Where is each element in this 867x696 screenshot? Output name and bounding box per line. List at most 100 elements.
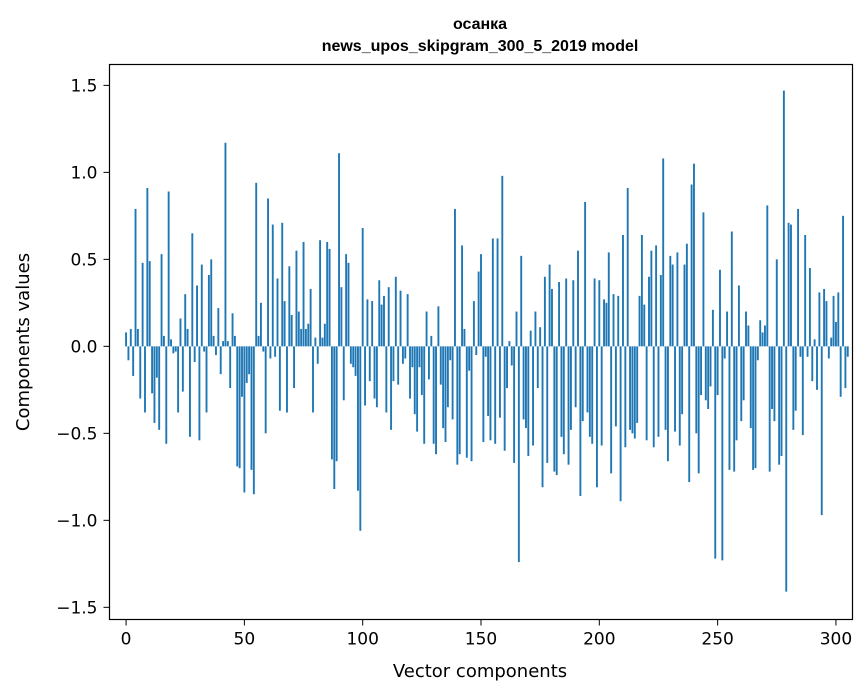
bar — [274, 346, 277, 357]
bar — [174, 346, 177, 352]
bar — [801, 346, 804, 436]
bar — [816, 346, 818, 390]
bar — [413, 346, 416, 415]
bar — [259, 302, 262, 347]
x-axis-label: Vector components — [393, 661, 567, 682]
bar — [302, 241, 305, 347]
bar — [196, 285, 198, 347]
bar — [454, 208, 456, 347]
bar — [215, 346, 217, 356]
bar — [368, 346, 371, 382]
bar — [638, 295, 641, 347]
bar — [295, 250, 298, 347]
bar — [702, 212, 705, 347]
bar — [659, 275, 662, 347]
bar — [752, 346, 755, 470]
bar — [328, 248, 331, 347]
bar — [508, 341, 511, 347]
bar — [390, 346, 393, 430]
bar — [778, 346, 781, 465]
bar — [617, 295, 620, 347]
bar — [167, 191, 170, 347]
bar — [300, 328, 303, 347]
bar — [326, 241, 329, 347]
bar — [335, 346, 338, 462]
bar — [730, 231, 733, 347]
bar — [666, 346, 669, 462]
bar — [579, 346, 582, 496]
bar — [685, 243, 688, 347]
x-tick-label: 200 — [583, 630, 615, 650]
bar — [529, 330, 532, 347]
bar — [501, 175, 504, 347]
x-tick-label: 250 — [701, 630, 733, 650]
bar — [761, 332, 764, 347]
bar — [688, 346, 691, 483]
bar — [818, 292, 821, 347]
y-tick-label: 0.0 — [70, 337, 97, 357]
bar — [323, 323, 326, 347]
bar — [742, 346, 745, 401]
bar — [567, 346, 570, 465]
bar — [780, 346, 783, 456]
bar — [480, 254, 482, 347]
chart-subtitle: news_upos_skipgram_300_5_2019 model — [322, 38, 639, 55]
bar — [198, 346, 201, 441]
bar — [650, 250, 653, 347]
bar — [432, 346, 435, 444]
bar — [210, 259, 213, 347]
bar — [207, 275, 210, 347]
bar — [844, 346, 847, 389]
bar — [842, 215, 844, 347]
bar — [444, 346, 447, 443]
bar — [203, 346, 206, 352]
bar — [631, 346, 634, 434]
bar — [626, 188, 629, 347]
bar — [136, 328, 139, 347]
bar — [139, 346, 142, 399]
bar — [532, 346, 534, 446]
bar — [153, 346, 156, 423]
bar — [846, 346, 849, 357]
bar — [366, 299, 369, 347]
bar — [338, 153, 340, 347]
bar — [314, 337, 317, 347]
bar — [359, 346, 362, 531]
bar — [482, 346, 485, 443]
bar — [522, 346, 525, 420]
bar — [321, 337, 324, 347]
bar — [288, 266, 291, 347]
bar — [525, 346, 527, 429]
bar — [475, 346, 478, 356]
bar — [425, 311, 428, 347]
bar — [189, 346, 191, 437]
bar — [354, 346, 357, 376]
bar — [132, 346, 135, 376]
bar — [411, 346, 414, 368]
bar — [347, 262, 350, 347]
bar — [771, 346, 773, 409]
bar — [472, 301, 475, 347]
bar — [756, 346, 759, 361]
bar — [586, 346, 589, 413]
bar — [193, 346, 196, 363]
bar — [640, 235, 643, 347]
bar — [785, 346, 788, 592]
bar — [565, 278, 568, 347]
bar — [553, 346, 556, 472]
bar — [697, 346, 700, 474]
bar — [811, 346, 814, 382]
y-axis-label: Components values — [13, 253, 34, 431]
bar — [420, 346, 423, 396]
bar — [177, 346, 180, 413]
y-tick-label: −0.5 — [56, 424, 97, 444]
bar — [782, 90, 785, 347]
bar — [790, 224, 792, 347]
bar — [241, 346, 243, 397]
bar — [226, 341, 229, 347]
bar — [409, 346, 411, 399]
bar — [498, 346, 501, 418]
bar — [387, 287, 390, 347]
bar — [714, 346, 717, 559]
bar — [162, 335, 165, 347]
